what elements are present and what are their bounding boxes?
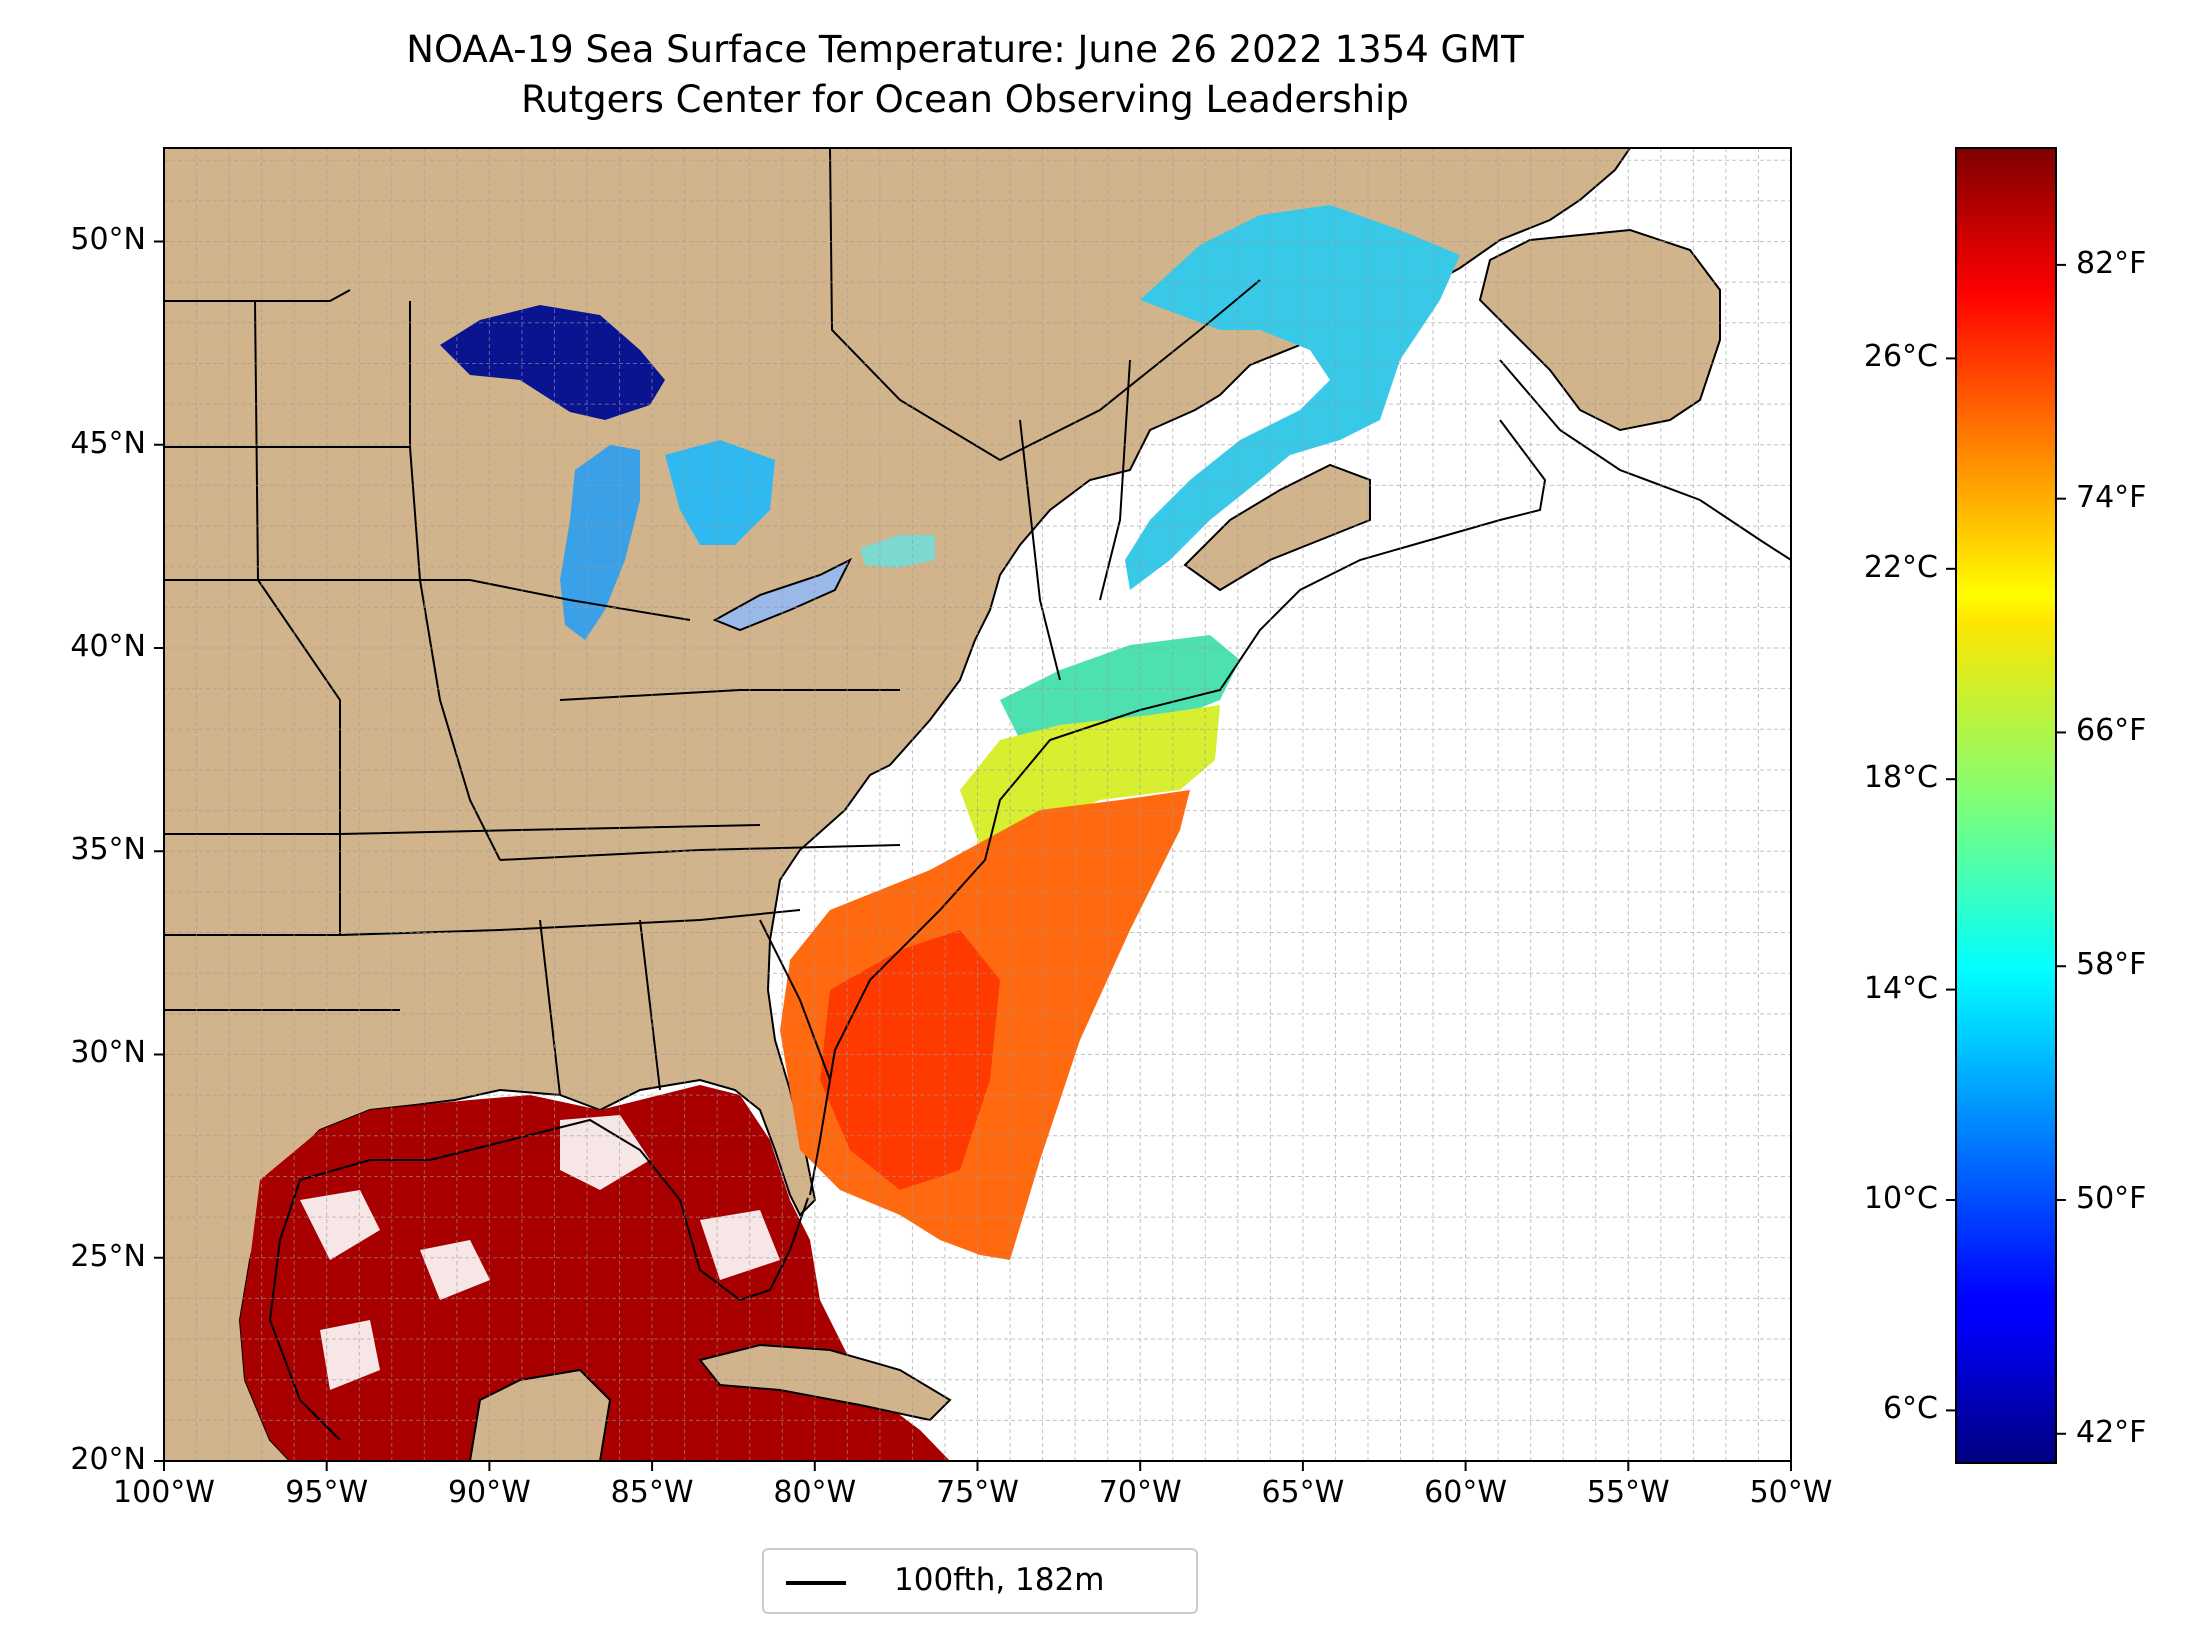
gulf-st-lawrence-sst — [1125, 205, 1460, 590]
lon-tick-label: 60°W — [1424, 1475, 1508, 1510]
contour-legend-line — [786, 1581, 846, 1585]
colorbar-fahrenheit-label: 74°F — [2076, 479, 2147, 515]
lon-tick-label: 65°W — [1261, 1475, 1345, 1510]
lat-tick-label: 25°N — [70, 1238, 146, 1274]
lat-tick-label: 40°N — [70, 628, 146, 664]
lon-tick-label: 80°W — [773, 1475, 857, 1510]
map-legend: 100fth, 182m — [762, 1548, 1198, 1614]
lat-tick-label: 30°N — [70, 1035, 146, 1071]
colorbar-fahrenheit-label: 66°F — [2076, 713, 2147, 749]
contour-100fth-labrador — [1499, 359, 1791, 561]
lon-tick-label: 100°W — [113, 1475, 215, 1510]
lake-ontario — [860, 535, 935, 568]
nova-scotia-land — [1183, 463, 1371, 592]
map-subtitle: Rutgers Center for Ocean Observing Leade… — [521, 78, 1409, 121]
lake-huron — [665, 440, 775, 545]
colorbar-fahrenheit-label: 82°F — [2076, 245, 2147, 281]
colorbar-fahrenheit-label: 50°F — [2076, 1181, 2147, 1216]
lat-tick-label: 35°N — [70, 832, 146, 868]
lon-tick-label: 50°W — [1749, 1475, 1833, 1510]
atlantic-sst-hot — [820, 930, 1000, 1190]
lon-tick-label: 75°W — [936, 1475, 1019, 1510]
map-title: NOAA-19 Sea Surface Temperature: June 26… — [406, 28, 1524, 71]
lon-tick-label: 70°W — [1098, 1475, 1182, 1510]
lat-tick-label: 50°N — [70, 222, 146, 258]
map-area — [164, 148, 1791, 1461]
gridlines — [164, 148, 1791, 1461]
lat-tick-label: 45°N — [70, 425, 146, 461]
colorbar-fahrenheit-label: 42°F — [2076, 1414, 2147, 1450]
lat-tick-label: 20°N — [70, 1442, 146, 1477]
newfoundland-land — [1478, 228, 1721, 432]
contour-100fth-gulf — [268, 1118, 809, 1441]
lon-tick-label: 90°W — [447, 1475, 531, 1510]
lake-superior — [440, 305, 665, 420]
yucatan-land — [468, 1368, 612, 1461]
gulf-sst-cloud-gaps — [300, 1115, 780, 1390]
lake-erie — [712, 557, 853, 632]
colorbar-celsius-label: 18°C — [1863, 760, 1938, 796]
lon-tick-label: 85°W — [610, 1475, 694, 1510]
contour-100fth-atlantic — [809, 419, 1547, 1196]
contour-legend-label: 100fth, 182m — [894, 1562, 1105, 1598]
colorbar — [1955, 147, 2057, 1464]
colorbar-celsius-label: 14°C — [1863, 970, 1938, 1006]
colorbar-fahrenheit-label: 58°F — [2076, 947, 2147, 983]
colorbar-celsius-label: 26°C — [1863, 339, 1938, 375]
colorbar-celsius-label: 22°C — [1863, 549, 1938, 585]
colorbar-celsius-label: 6°C — [1882, 1391, 1938, 1427]
lon-tick-label: 55°W — [1586, 1475, 1670, 1510]
colorbar-celsius-label: 10°C — [1863, 1181, 1938, 1216]
lon-tick-label: 95°W — [285, 1475, 369, 1510]
